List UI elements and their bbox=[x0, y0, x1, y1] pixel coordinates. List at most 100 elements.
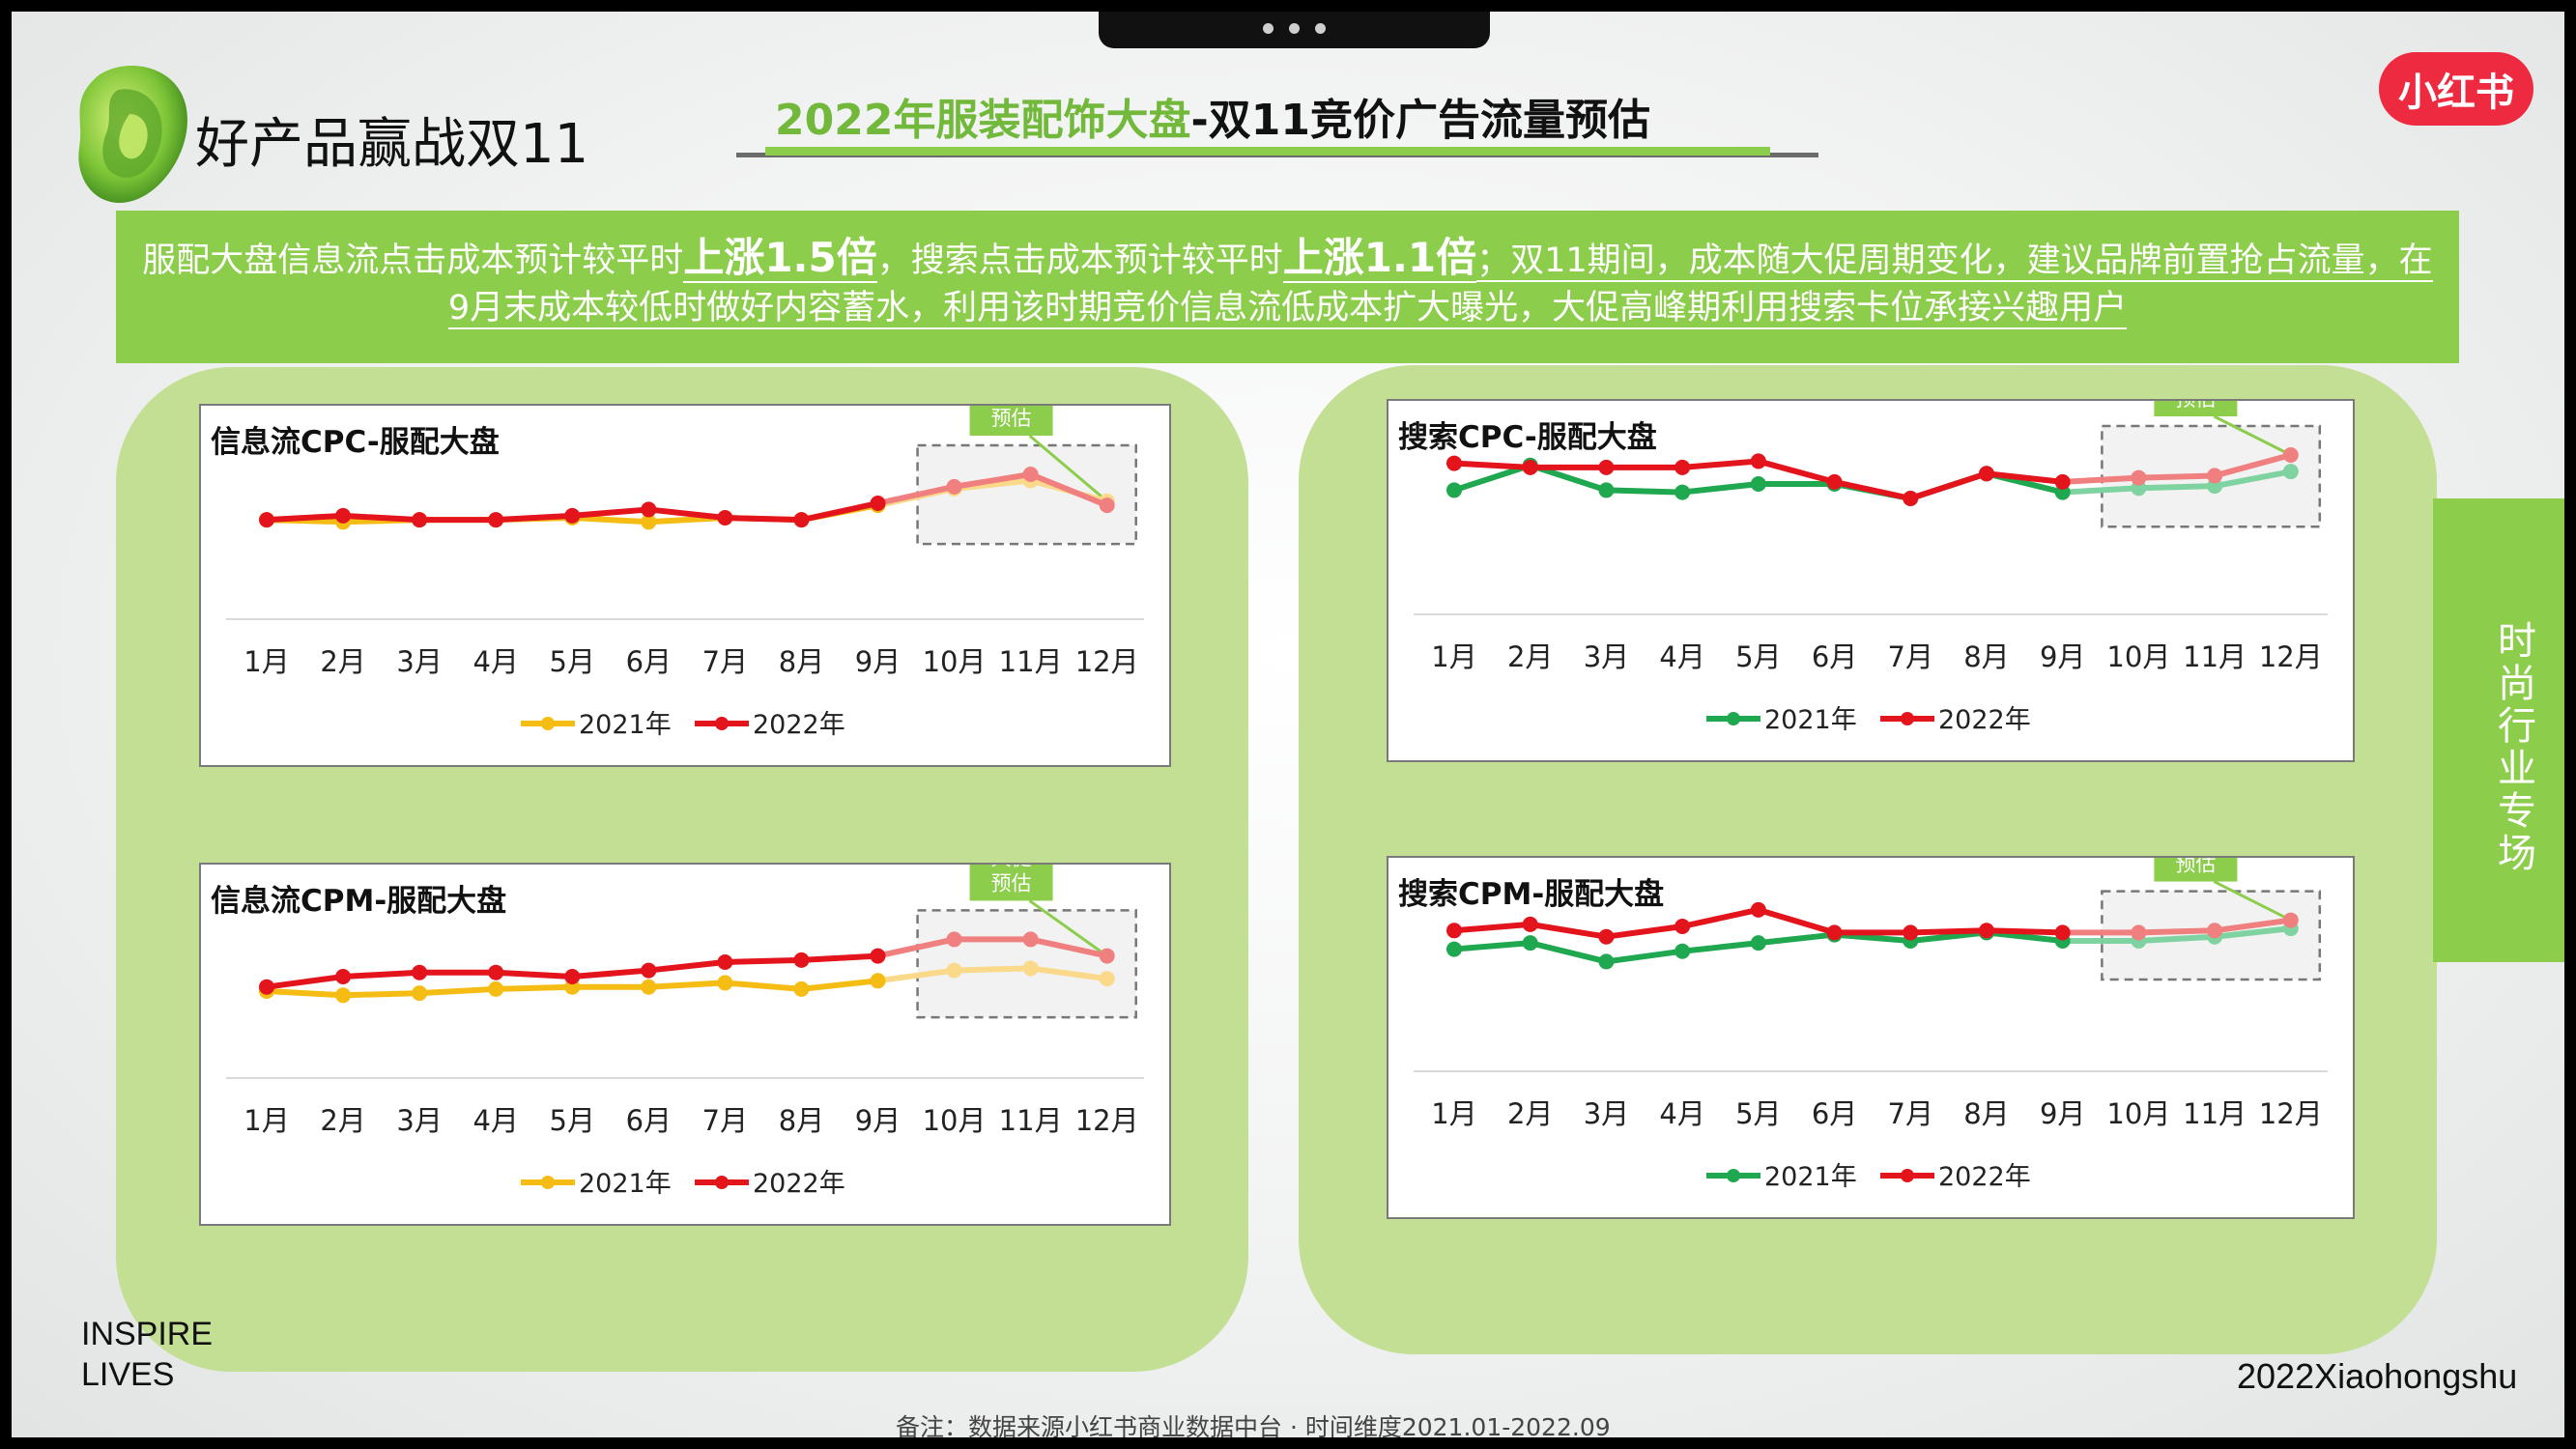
x-tick-label: 10月 bbox=[923, 645, 987, 678]
callout-label: 预估 bbox=[991, 871, 1032, 895]
callout-label: 预估 bbox=[991, 407, 1032, 430]
data-point bbox=[2054, 924, 2071, 941]
slide: 好产品赢战双11 2022年服装配饰大盘-双11竞价广告流量预估 小红书 服配大… bbox=[12, 12, 2564, 1437]
data-point bbox=[1750, 901, 1766, 918]
x-tick-label: 6月 bbox=[626, 645, 672, 678]
data-point bbox=[870, 973, 886, 989]
legend-marker bbox=[541, 717, 555, 730]
data-point bbox=[1446, 941, 1462, 957]
x-tick-label: 9月 bbox=[2040, 1097, 2085, 1130]
callout-label: 预估 bbox=[2175, 858, 2216, 876]
chart-plot: 大促预估1月2月3月4月5月6月7月8月9月10月11月12月2021年2022… bbox=[226, 406, 1144, 740]
series-forecast-line-1 bbox=[876, 936, 1108, 959]
data-point bbox=[1674, 919, 1691, 934]
x-tick-label: 11月 bbox=[2183, 1097, 2247, 1130]
data-point bbox=[335, 969, 352, 984]
chart-feed-cpm: 信息流CPM-服配大盘 大促预估 1月 2月 3月 4月 5月 6月 7月 8月 9月 10月 11月… bbox=[199, 863, 1171, 1226]
data-point bbox=[259, 512, 274, 528]
x-tick-label: 2月 bbox=[1507, 640, 1553, 673]
chart-title: 搜索CPC-服配大盘 bbox=[1398, 420, 1657, 455]
chart-title: 信息流CPM-服配大盘 bbox=[211, 884, 507, 919]
legend-marker bbox=[715, 1176, 729, 1189]
forecast-callout bbox=[969, 865, 1053, 901]
data-point bbox=[1446, 482, 1462, 498]
title-underline-green bbox=[765, 147, 1770, 156]
data-point bbox=[564, 507, 581, 524]
banner-text-3: ；双11期间，成本随大促周期变化，建议品牌前置抢占流量，在9月末成本较低时做好内… bbox=[447, 242, 2433, 329]
forecast-callout bbox=[2154, 858, 2238, 882]
notch-dot-icon bbox=[1315, 22, 1326, 34]
data-point bbox=[2282, 464, 2299, 480]
footnote: 备注：数据来源小红书商业数据中台 · 时间维度2021.01-2022.09 bbox=[896, 1413, 1611, 1437]
series-forecast-line-0 bbox=[877, 965, 1108, 984]
data-point bbox=[793, 512, 810, 528]
data-point bbox=[1903, 924, 1919, 941]
legend-label: 2022年 bbox=[1938, 705, 2031, 735]
data-point bbox=[1598, 459, 1615, 475]
data-point bbox=[2054, 473, 2071, 490]
data-point bbox=[2207, 923, 2223, 939]
x-tick-label: 12月 bbox=[2259, 640, 2323, 673]
green-swirl-logo-icon bbox=[78, 66, 187, 203]
banner-text-2: ，搜索点击成本预计较平时 bbox=[876, 242, 1283, 280]
legend-label: 2021年 bbox=[579, 710, 672, 740]
x-tick-label: 6月 bbox=[1812, 1097, 1857, 1130]
data-point bbox=[1978, 923, 1994, 939]
chart-feed-cpc: 信息流CPC-服配大盘 大促预估1月2月3月4月5月6月7月8月9月10月11月… bbox=[199, 404, 1171, 767]
chart-plot: 大促预估1月2月3月4月5月6月7月8月9月10月11月12月2021年2022… bbox=[226, 865, 1144, 1199]
x-tick-label: 9月 bbox=[855, 645, 901, 678]
window-notch[interactable] bbox=[1099, 12, 1490, 48]
data-point bbox=[793, 952, 810, 968]
data-point bbox=[1522, 916, 1538, 932]
data-point bbox=[2282, 447, 2299, 463]
data-point bbox=[1446, 455, 1462, 471]
side-tab[interactable] bbox=[2433, 498, 2564, 962]
data-point bbox=[1099, 971, 1115, 987]
x-tick-label: 2月 bbox=[320, 645, 365, 678]
x-tick-label: 6月 bbox=[1812, 640, 1857, 673]
data-point bbox=[1522, 935, 1538, 952]
data-point bbox=[412, 964, 428, 980]
data-point bbox=[870, 496, 886, 511]
banner-text-1: 服配大盘信息流点击成本预计较平时 bbox=[142, 242, 684, 280]
callout-pointer bbox=[2213, 414, 2292, 457]
x-tick-label: 11月 bbox=[999, 645, 1063, 678]
data-point bbox=[1598, 482, 1615, 498]
data-point bbox=[1522, 459, 1538, 475]
data-point bbox=[259, 979, 274, 995]
data-point bbox=[1099, 497, 1115, 514]
legend-label: 2022年 bbox=[1938, 1162, 2031, 1192]
x-tick-label: 4月 bbox=[472, 645, 518, 678]
legend-marker bbox=[1727, 712, 1740, 725]
chart-plot: 大促预估1月2月3月4月5月6月7月8月9月10月11月12月2021年2022… bbox=[1414, 401, 2328, 735]
x-tick-label: 7月 bbox=[702, 1104, 748, 1137]
x-tick-label: 7月 bbox=[1888, 1097, 1933, 1130]
series-forecast-line-1 bbox=[2062, 917, 2292, 936]
tagline-line-1: INSPIRE bbox=[81, 1316, 214, 1352]
chart-search-cpc: 搜索CPC-服配大盘 大促预估1月2月3月4月5月6月7月8月9月10月11月1… bbox=[1387, 399, 2355, 762]
x-tick-label: 6月 bbox=[626, 1104, 672, 1137]
data-point bbox=[1674, 459, 1691, 475]
notch-dot-icon bbox=[1289, 22, 1300, 34]
x-tick-label: 8月 bbox=[779, 1104, 824, 1137]
data-point bbox=[2207, 468, 2223, 484]
series-forecast-line-0 bbox=[2062, 469, 2292, 496]
data-point bbox=[946, 478, 962, 495]
data-point bbox=[2131, 924, 2147, 941]
inspire-lives-tagline: INSPIRE LIVES bbox=[81, 1314, 213, 1395]
chart-search-cpm: 搜索CPM-服配大盘 大促预估1月2月3月4月5月6月7月8月9月10月11月1… bbox=[1387, 856, 2355, 1219]
data-point bbox=[412, 985, 428, 1002]
data-point bbox=[2131, 469, 2147, 486]
chart-title: 搜索CPM-服配大盘 bbox=[1398, 877, 1665, 912]
brand-title: 好产品赢战双11 bbox=[195, 113, 589, 176]
data-point bbox=[641, 514, 657, 530]
x-tick-label: 4月 bbox=[1659, 1097, 1704, 1130]
x-tick-label: 1月 bbox=[243, 645, 289, 678]
data-point bbox=[1826, 473, 1843, 490]
legend-marker bbox=[541, 1176, 555, 1189]
x-tick-label: 7月 bbox=[1888, 640, 1933, 673]
side-tab-label: 时尚行业专场 bbox=[2491, 620, 2535, 875]
data-point bbox=[488, 964, 504, 980]
xiaohongshu-logo: 小红书 bbox=[2379, 52, 2533, 126]
data-point bbox=[1903, 491, 1919, 506]
